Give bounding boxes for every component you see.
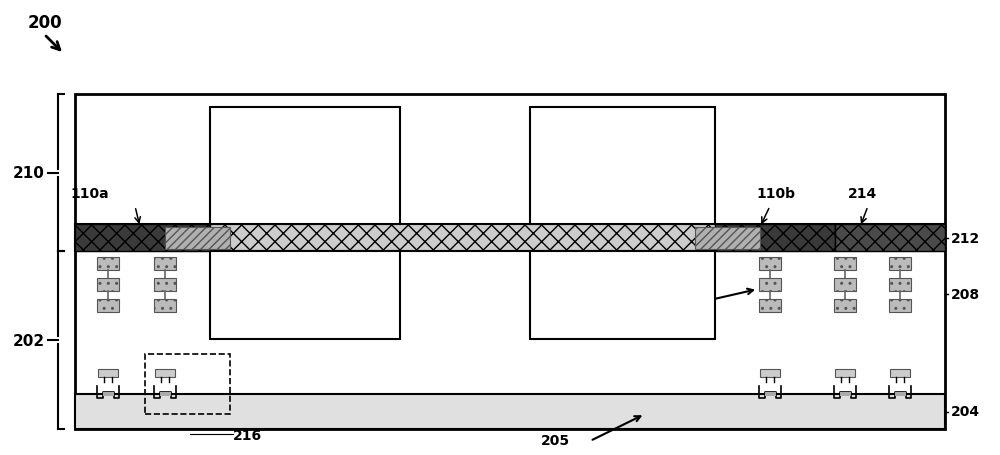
Bar	[75, 224, 210, 252]
Text: 214: 214	[848, 187, 877, 201]
Bar	[765, 392, 776, 396]
Bar	[890, 369, 910, 377]
Bar	[834, 278, 856, 291]
Bar	[210, 108, 400, 224]
Text: 208: 208	[951, 288, 980, 301]
Bar	[840, 392, 850, 396]
Bar	[889, 299, 911, 312]
Text: 200: 200	[28, 14, 63, 32]
Bar	[835, 224, 945, 252]
Bar	[160, 392, 170, 396]
Text: 206: 206	[566, 313, 595, 327]
Bar	[210, 252, 400, 339]
Text: 106b: 106b	[610, 124, 649, 138]
Text: 108a: 108a	[276, 290, 314, 304]
Bar	[895, 392, 906, 396]
Bar	[98, 369, 118, 377]
Bar	[154, 258, 176, 270]
Text: 210: 210	[13, 166, 45, 181]
Bar	[103, 392, 114, 396]
Bar	[155, 369, 175, 377]
Text: 108b: 108b	[598, 290, 638, 304]
Text: 110a: 110a	[71, 187, 109, 201]
Bar	[760, 369, 780, 377]
Bar	[759, 278, 781, 291]
Bar	[97, 278, 119, 291]
Bar	[759, 299, 781, 312]
Text: 205: 205	[541, 433, 570, 447]
Text: 216: 216	[233, 428, 262, 442]
Bar	[145, 354, 230, 414]
Bar	[889, 258, 911, 270]
Bar	[889, 278, 911, 291]
Text: 110b: 110b	[756, 187, 795, 201]
Bar	[75, 95, 945, 429]
Bar	[165, 228, 230, 249]
Bar	[97, 258, 119, 270]
Bar	[835, 369, 855, 377]
Bar	[695, 228, 760, 249]
Bar	[530, 252, 715, 339]
Bar	[154, 278, 176, 291]
Text: 204: 204	[951, 404, 980, 419]
Bar	[759, 258, 781, 270]
Text: 106a: 106a	[318, 124, 356, 138]
Bar	[75, 394, 945, 429]
Bar	[715, 224, 835, 252]
Text: 212: 212	[951, 231, 980, 245]
Bar	[834, 258, 856, 270]
Bar	[834, 299, 856, 312]
Bar	[97, 299, 119, 312]
Bar	[75, 224, 945, 252]
Text: 202: 202	[13, 333, 45, 348]
Bar	[154, 299, 176, 312]
Bar	[530, 108, 715, 224]
